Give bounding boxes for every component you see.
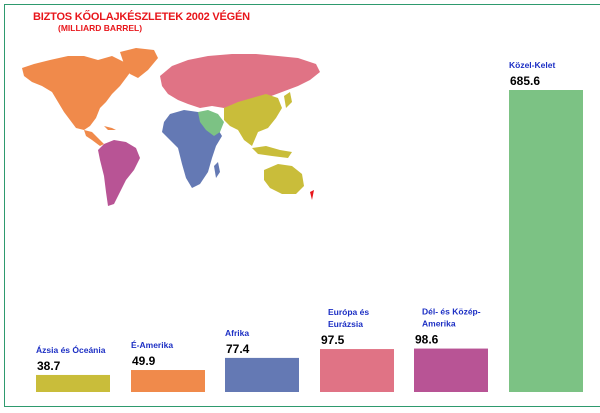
- category-label: Afrika: [225, 328, 249, 338]
- bar-value-label: 49.9: [132, 354, 156, 368]
- central-america-region: [84, 126, 116, 146]
- europe-eurasia-region: [160, 54, 320, 108]
- chart-subtitle: (MILLIARD BARREL): [58, 23, 143, 33]
- chart-frame: [4, 4, 600, 407]
- japan-region: [284, 92, 292, 108]
- australia-region: [264, 164, 304, 194]
- bar-value-label: 77.4: [226, 342, 250, 356]
- bar-value-label: 97.5: [321, 333, 345, 347]
- new-zealand-region: [310, 190, 314, 200]
- asia-region: [224, 94, 282, 146]
- madagascar-region: [214, 162, 220, 178]
- greenland-region: [120, 48, 158, 78]
- category-label: Közel-Kelet: [509, 60, 555, 70]
- bar-value-label: 98.6: [415, 333, 439, 347]
- bar-3: [225, 357, 299, 392]
- world-map: [22, 48, 320, 206]
- bar-2: [131, 370, 205, 392]
- category-label: Ázsia és Óceánia: [36, 344, 106, 355]
- north-america-region: [22, 56, 132, 130]
- indonesia-region: [252, 146, 292, 158]
- south-america-region: [98, 140, 140, 206]
- category-label: Dél- és Közép-Amerika: [422, 307, 481, 329]
- chart-title: BIZTOS KŐOLAJKÉSZLETEK 2002 VÉGÉN: [33, 11, 250, 23]
- bar-4: [320, 349, 394, 392]
- middle-east-region: [198, 110, 224, 136]
- bar-6: [509, 90, 583, 392]
- bar-value-label: 685.6: [510, 74, 540, 88]
- bar-value-label: 38.7: [37, 359, 61, 373]
- bar-5: [414, 348, 488, 392]
- category-label: É-Amerika: [131, 340, 173, 350]
- category-label: Európa és Eurázsia: [328, 307, 369, 329]
- bar-1: [36, 374, 110, 392]
